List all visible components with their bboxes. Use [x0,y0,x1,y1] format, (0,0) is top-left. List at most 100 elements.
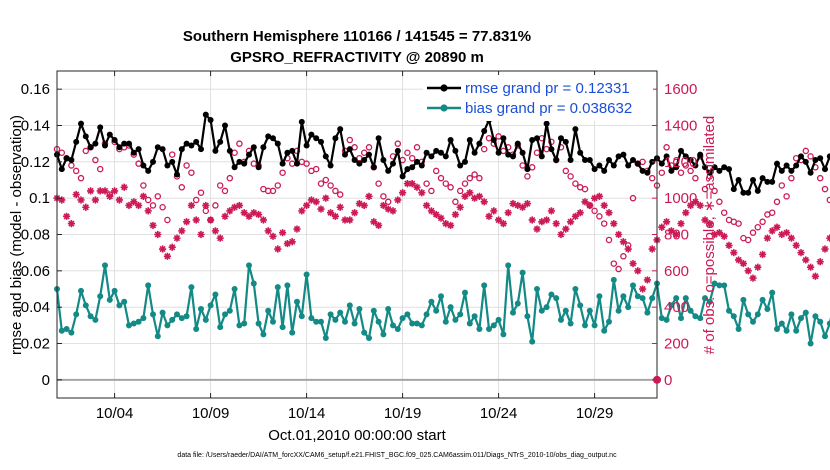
possible-obs-point [687,167,694,175]
series-rmse-point [812,157,819,164]
series-rmse-point [788,167,795,174]
series-rmse-point [471,149,478,156]
assimilated-obs-point [538,218,546,226]
series-bias-point [663,316,670,323]
series-bias-point [586,307,593,314]
possible-obs-point [317,180,325,187]
assimilated-obs-point [552,220,560,228]
series-rmse-point [438,149,444,156]
series-bias-point [759,296,766,303]
assimilated-obs-point [615,230,623,239]
series-bias-point [399,315,406,322]
series-bias-point [644,309,651,316]
possible-obs-point [404,149,411,156]
possible-obs-point [149,202,157,209]
series-rmse-point [553,157,560,164]
series-rmse-point [370,164,377,171]
series-rmse-point [212,147,219,154]
series-bias-point [222,311,228,318]
assimilated-obs-point [629,259,637,268]
assimilated-obs-point [365,192,373,200]
y-left-tick-label: 0.02 [21,336,50,353]
series-bias-point [630,282,636,289]
series-rmse-point [150,158,156,165]
series-rmse-point [121,140,128,147]
assimilated-obs-point [259,216,267,224]
possible-obs-point [663,144,670,151]
assimilated-obs-point [715,229,723,237]
possible-obs-point [394,140,402,147]
possible-obs-point [408,154,416,162]
assimilated-obs-point [192,216,200,224]
series-bias-point [745,311,752,318]
assimilated-obs-point [423,201,431,210]
assimilated-obs-point [480,198,488,206]
series-rmse-point [697,151,704,158]
series-rmse-point [562,138,569,145]
series-rmse-point [222,122,228,129]
y-left-tick-label: 0.06 [21,263,50,280]
series-rmse-point [740,189,747,196]
axes: 10/04 10/09 10/14 10/19 10/24 10/29 0 0.02 0.04 0… [21,71,697,422]
series-rmse-point [418,162,425,169]
series-rmse-point [82,133,89,140]
series-rmse-point [673,164,680,171]
series-rmse-point [754,187,761,194]
series-bias-point [270,318,276,325]
possible-obs-point [480,145,488,153]
assimilated-obs-point [226,207,234,215]
assimilated-obs-point [663,218,671,226]
possible-obs-point [168,151,176,158]
assimilated-obs-point [269,232,277,240]
series-bias-point [716,282,723,289]
chart-title: Southern Hemisphere 110166 / 141545 = 77… [183,28,531,45]
series-bias-point [366,335,372,342]
series-rmse-point [394,147,401,154]
series-bias-point [620,293,627,300]
assimilated-obs-point [499,220,507,228]
possible-obs-point [154,193,162,200]
assimilated-obs-point [360,201,368,210]
series-bias-point [178,315,185,322]
possible-obs-point [192,196,200,204]
series-bias-point [106,296,113,303]
series-rmse-point [361,157,368,164]
series-bias-point [337,309,344,316]
series-rmse-point [255,164,262,171]
series-rmse-point [250,144,257,151]
series-bias-point [82,302,89,309]
assimilated-obs-point [648,245,656,253]
possible-obs-point [82,147,90,155]
assimilated-obs-point [111,187,119,195]
series-bias-point [774,325,780,332]
series-bias-point [260,331,267,338]
series-bias-point [505,262,512,269]
series-rmse-point [716,167,723,174]
series-rmse-point [750,177,756,183]
series-rmse-point [596,162,603,169]
possible-obs-point [380,193,387,200]
assimilated-obs-point [168,243,176,251]
series-rmse-point [164,162,171,169]
possible-obs-point [533,149,541,156]
series-rmse-point [822,166,828,173]
series-bias-point [649,295,656,302]
series-rmse-point [447,137,454,144]
assimilated-obs-point [811,272,819,280]
assimilated-obs-point [490,207,498,215]
assimilated-obs-point [72,190,80,199]
series-bias-point [121,298,128,305]
series-bias-point [231,286,238,292]
series-bias-point [466,320,473,327]
series-bias-point [169,316,176,323]
series-bias-point [414,320,420,327]
series-bias-point [730,313,737,320]
series-rmse-point [793,162,800,169]
series-rmse-point [466,137,473,144]
possible-obs-point [226,174,234,182]
series-rmse-point [154,144,161,151]
series-bias-point [380,331,387,338]
assimilated-obs-point [322,194,330,202]
assimilated-obs-point [730,249,738,257]
possible-obs-point [754,223,762,231]
